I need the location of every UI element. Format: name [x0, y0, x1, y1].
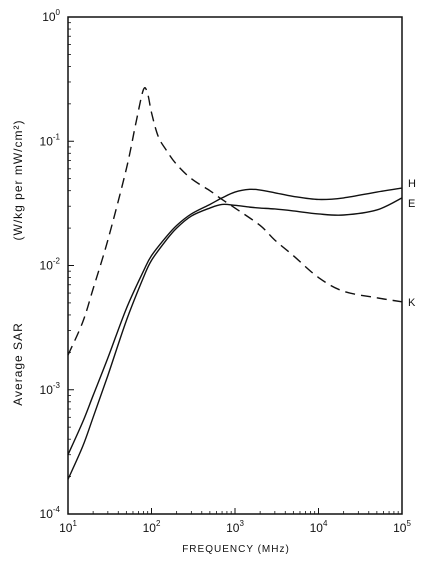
y-tick-label: 10-2 — [40, 257, 61, 273]
y-tick-label: 10-4 — [40, 505, 61, 521]
series-labels: HE K — [408, 178, 416, 309]
x-axis-label: FREQUENCY (MHz) — [182, 544, 290, 555]
series-line-k — [67, 87, 403, 356]
x-tick-label: 103 — [226, 519, 244, 535]
series-line-e — [67, 197, 403, 480]
series-label-e: E — [408, 198, 415, 210]
series-line-h — [67, 187, 403, 456]
x-ticks: 101 102 103 104 105 — [59, 508, 411, 535]
y-axis-units: (W/kg per mW/cm²) — [11, 120, 25, 241]
x-tick-label: 104 — [310, 519, 328, 535]
y-axis-label: Average SAR — [11, 322, 25, 406]
series-lines — [67, 87, 403, 480]
y-tick-label: 10-3 — [40, 381, 61, 397]
y-tick-label: 100 — [42, 8, 60, 24]
series-label-k: K — [408, 297, 416, 309]
x-tick-label: 102 — [143, 519, 161, 535]
plot-frame — [67, 16, 403, 515]
x-tick-label: 105 — [393, 519, 411, 535]
y-ticks: 100 10-1 10-2 10-3 10-4 — [40, 8, 74, 521]
y-tick-label: 10-1 — [40, 132, 61, 148]
x-tick-label: 101 — [59, 519, 77, 535]
series-label-h: H — [408, 178, 416, 190]
